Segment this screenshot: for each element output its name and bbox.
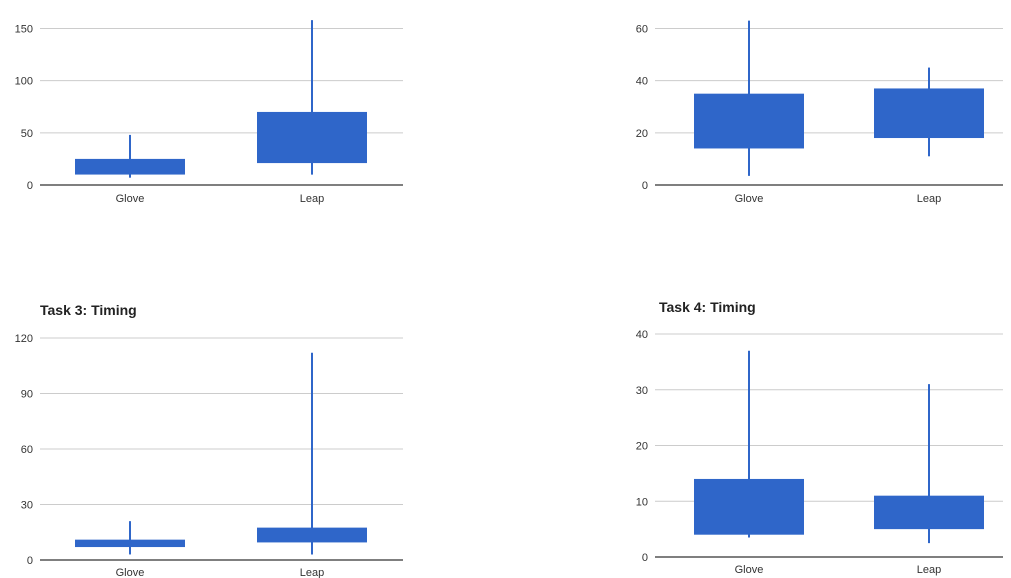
x-category-label: Leap [917,564,941,576]
box-leap [874,496,984,529]
y-tick-label: 40 [636,329,648,341]
y-tick-label: 10 [636,496,648,508]
y-tick-label: 0 [642,552,648,564]
y-tick-label: 30 [636,385,648,397]
box-glove [694,479,804,535]
x-category-label: Glove [735,564,764,576]
y-tick-label: 20 [636,441,648,453]
